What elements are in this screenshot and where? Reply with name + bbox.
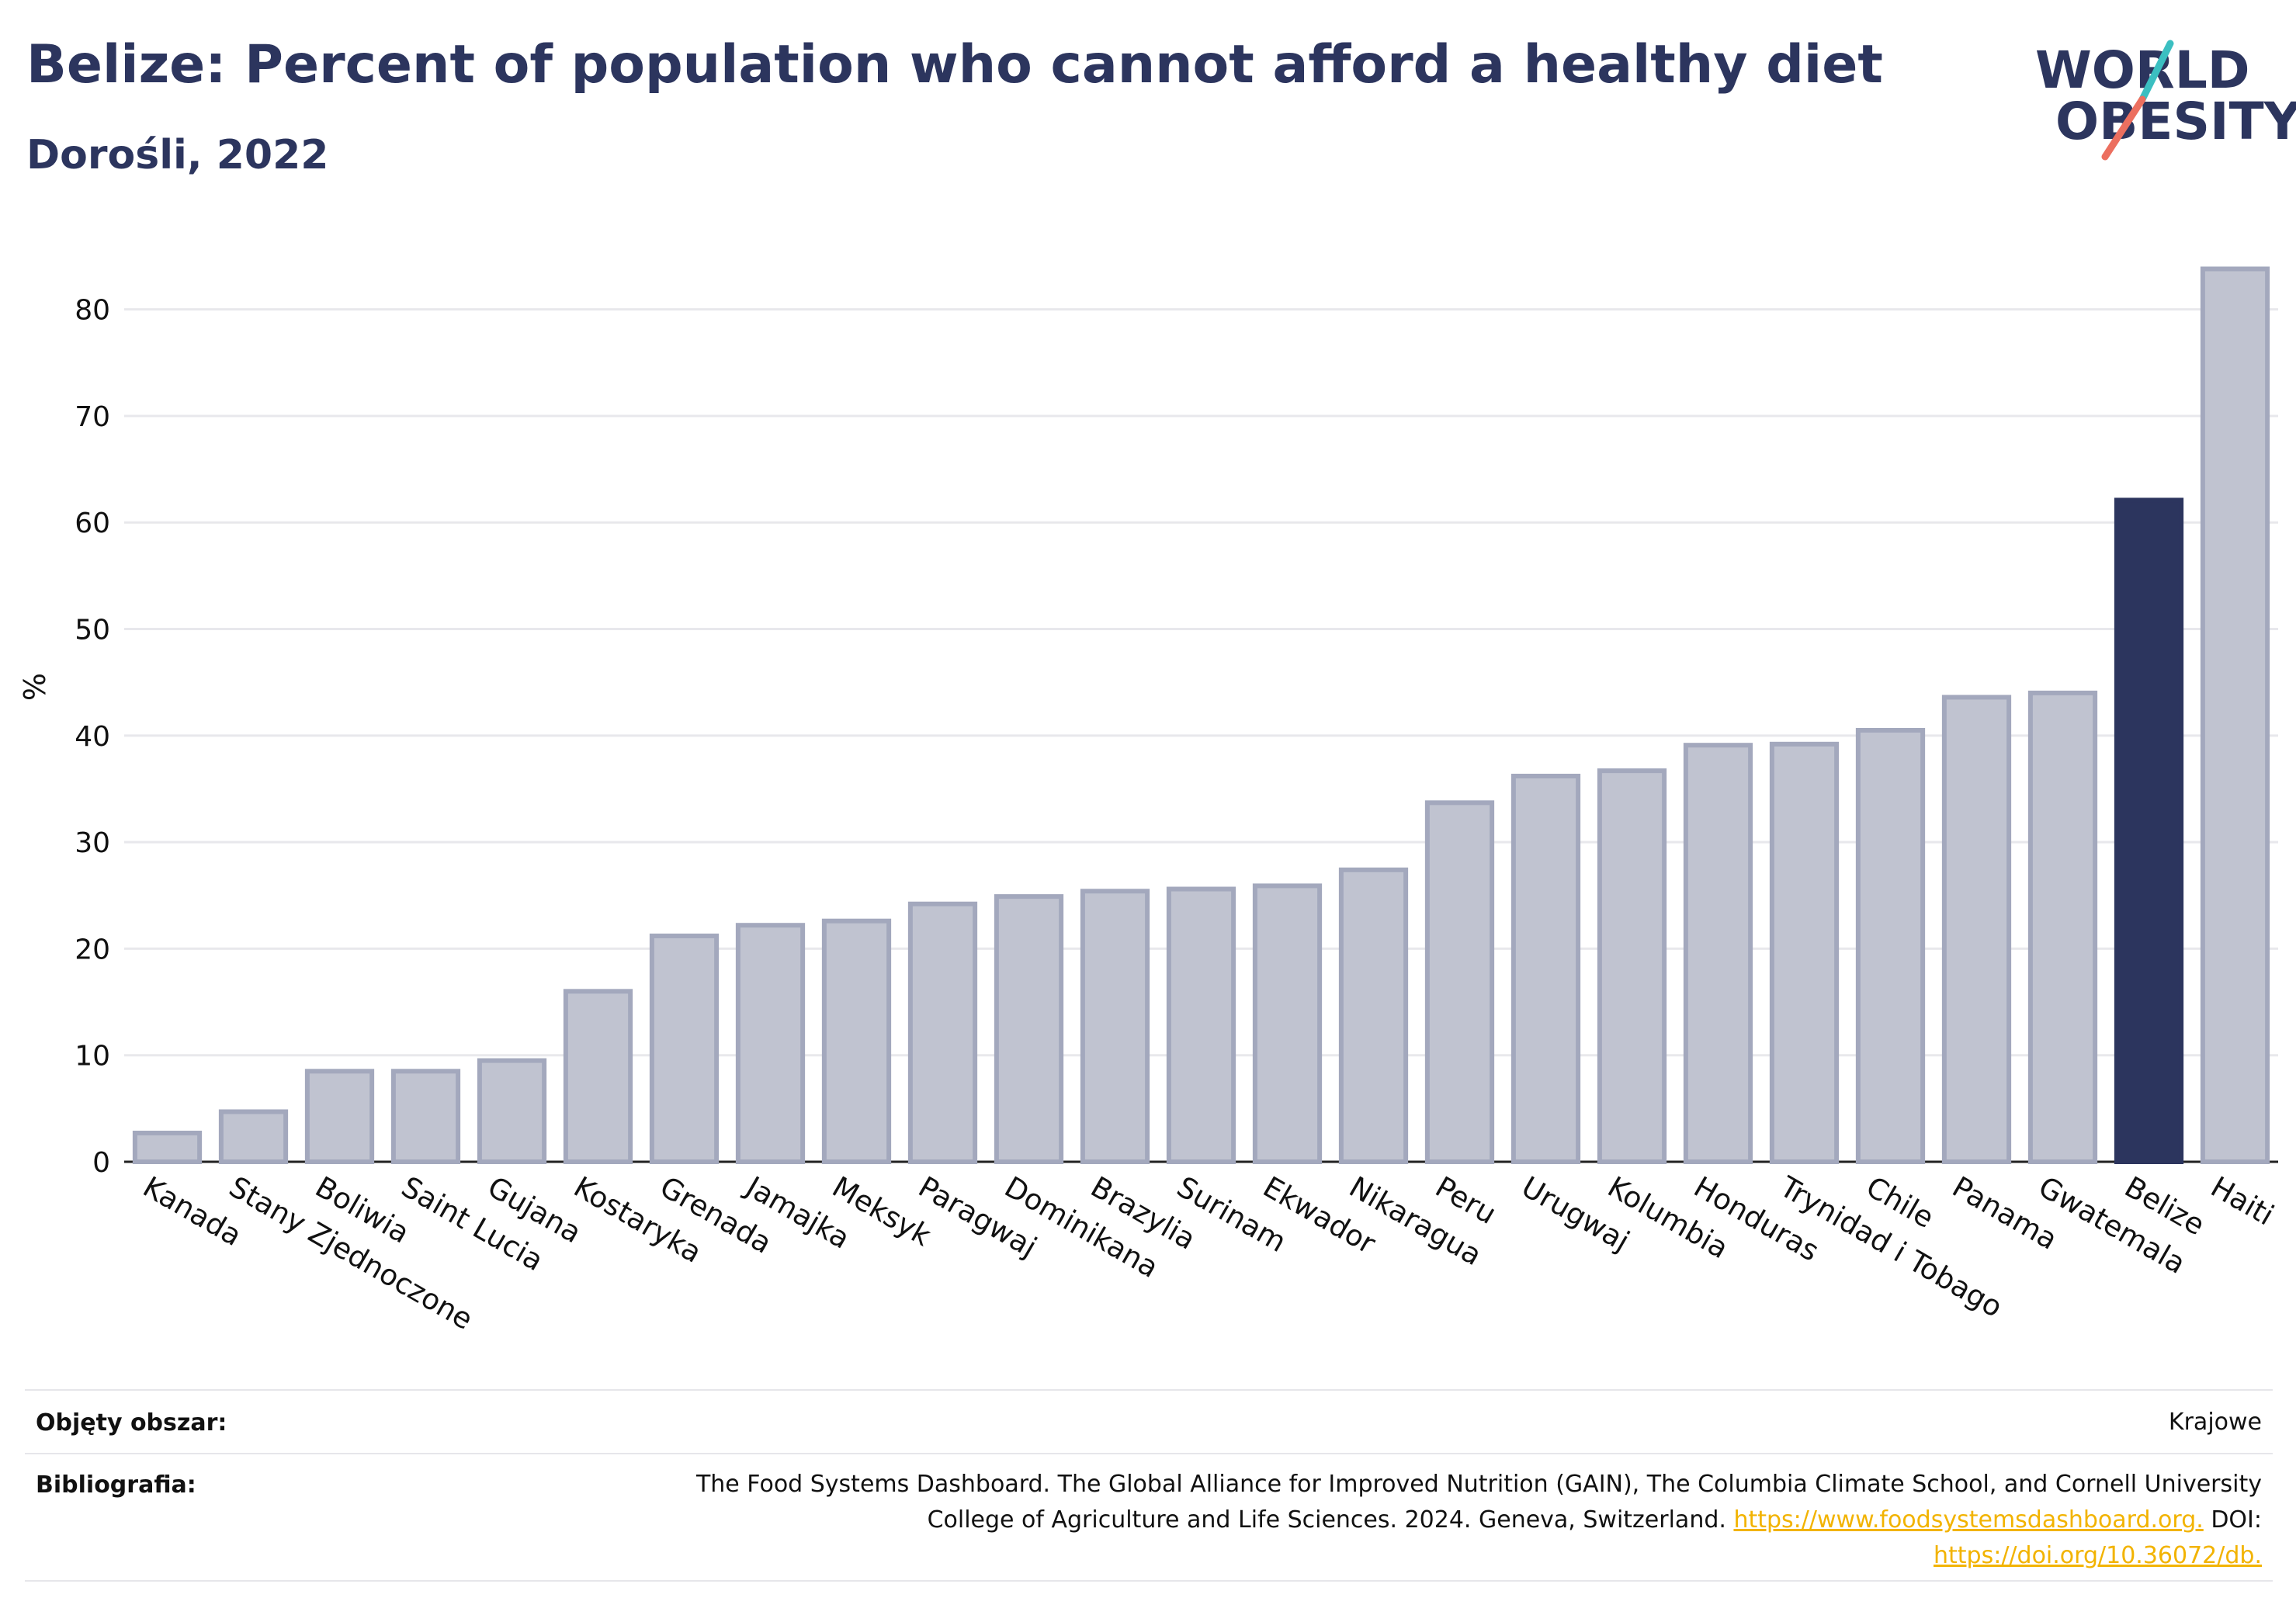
bibliography-line-2: College of Agriculture and Life Sciences… [696, 1502, 2262, 1538]
dashboard-link[interactable]: https://www.foodsystemsdashboard.org. [1733, 1506, 2204, 1534]
bar-kolumbia [1597, 768, 1667, 1165]
y-axis-label: % [18, 673, 52, 701]
bar-panama [1941, 695, 2012, 1164]
bars [132, 266, 2270, 1165]
y-tick-label: 80 [75, 295, 110, 327]
y-tick-label: 10 [75, 1041, 110, 1073]
bar-saint-lucia [390, 1069, 461, 1165]
footer-divider-top [25, 1389, 2273, 1391]
y-tick-label: 70 [75, 401, 110, 433]
bar-peru [1424, 800, 1495, 1165]
doi-link[interactable]: https://doi.org/10.36072/db. [1934, 1542, 2262, 1569]
bar-kostaryka [563, 989, 633, 1165]
bar-dominikana [994, 894, 1064, 1164]
y-tick-label: 0 [92, 1147, 110, 1179]
bar-gwatemala [2027, 690, 2098, 1164]
x-tick-label: Haiti [2205, 1170, 2280, 1232]
y-tick-label: 20 [75, 934, 110, 965]
bar-brazylia [1080, 889, 1150, 1164]
world-obesity-logo: WORLD OBESITY [2018, 23, 2296, 163]
bar-surinam [1166, 886, 1236, 1164]
y-axis-ticks: 0 10 20 30 40 50 60 70 80 [75, 295, 110, 1179]
bar-honduras [1683, 743, 1753, 1164]
bibliography-line-3: https://doi.org/10.36072/db. [696, 1538, 2262, 1574]
bar-kanada [132, 1130, 203, 1164]
bibliography-text: The Food Systems Dashboard. The Global A… [696, 1467, 2262, 1574]
bibliography-line-1: The Food Systems Dashboard. The Global A… [695, 1471, 2262, 1498]
bar-paragwaj [907, 901, 978, 1164]
bar-boliwia [304, 1069, 375, 1165]
chart-title: Belize: Percent of population who cannot… [26, 34, 1883, 95]
bar-jamajka [735, 923, 806, 1164]
bibliography-row: Bibliografia: The Food Systems Dashboard… [25, 1467, 2273, 1583]
coverage-row: Objęty obszar: Krajowe [25, 1405, 2273, 1451]
bibliography-line-2-text: College of Agriculture and Life Sciences… [927, 1506, 1726, 1534]
bar-chile [1855, 727, 1926, 1164]
footer-divider-bottom [25, 1580, 2273, 1582]
bar-trynidad-i-tobago [1769, 741, 1840, 1164]
logo-slash-icon [2101, 40, 2174, 161]
bar-meksyk [821, 918, 892, 1164]
coverage-value: Krajowe [2168, 1409, 2262, 1436]
bar-gujana [477, 1058, 547, 1164]
bar-urugwaj [1510, 773, 1581, 1164]
bibliography-label: Bibliografia: [36, 1471, 196, 1499]
doi-label: DOI: [2211, 1506, 2262, 1534]
y-tick-label: 50 [75, 615, 110, 646]
y-tick-label: 30 [75, 827, 110, 859]
x-tick-label: Kanada [137, 1170, 248, 1253]
logo-word-obesity: OBESITY [2055, 92, 2296, 151]
logo-word-world: WORLD [2035, 40, 2250, 100]
bar-stany-zjednoczone [218, 1109, 289, 1165]
chart-subtitle: Dorośli, 2022 [26, 132, 329, 178]
coverage-label: Objęty obszar: [36, 1409, 227, 1437]
bar-belize [2114, 497, 2184, 1165]
bar-nikaragua [1338, 867, 1409, 1165]
bar-grenada [649, 933, 720, 1164]
y-tick-label: 40 [75, 721, 110, 753]
bar-haiti [2200, 266, 2270, 1164]
bar-ekwador [1252, 883, 1323, 1165]
y-tick-label: 60 [75, 508, 110, 539]
footer-divider-mid [25, 1453, 2273, 1454]
